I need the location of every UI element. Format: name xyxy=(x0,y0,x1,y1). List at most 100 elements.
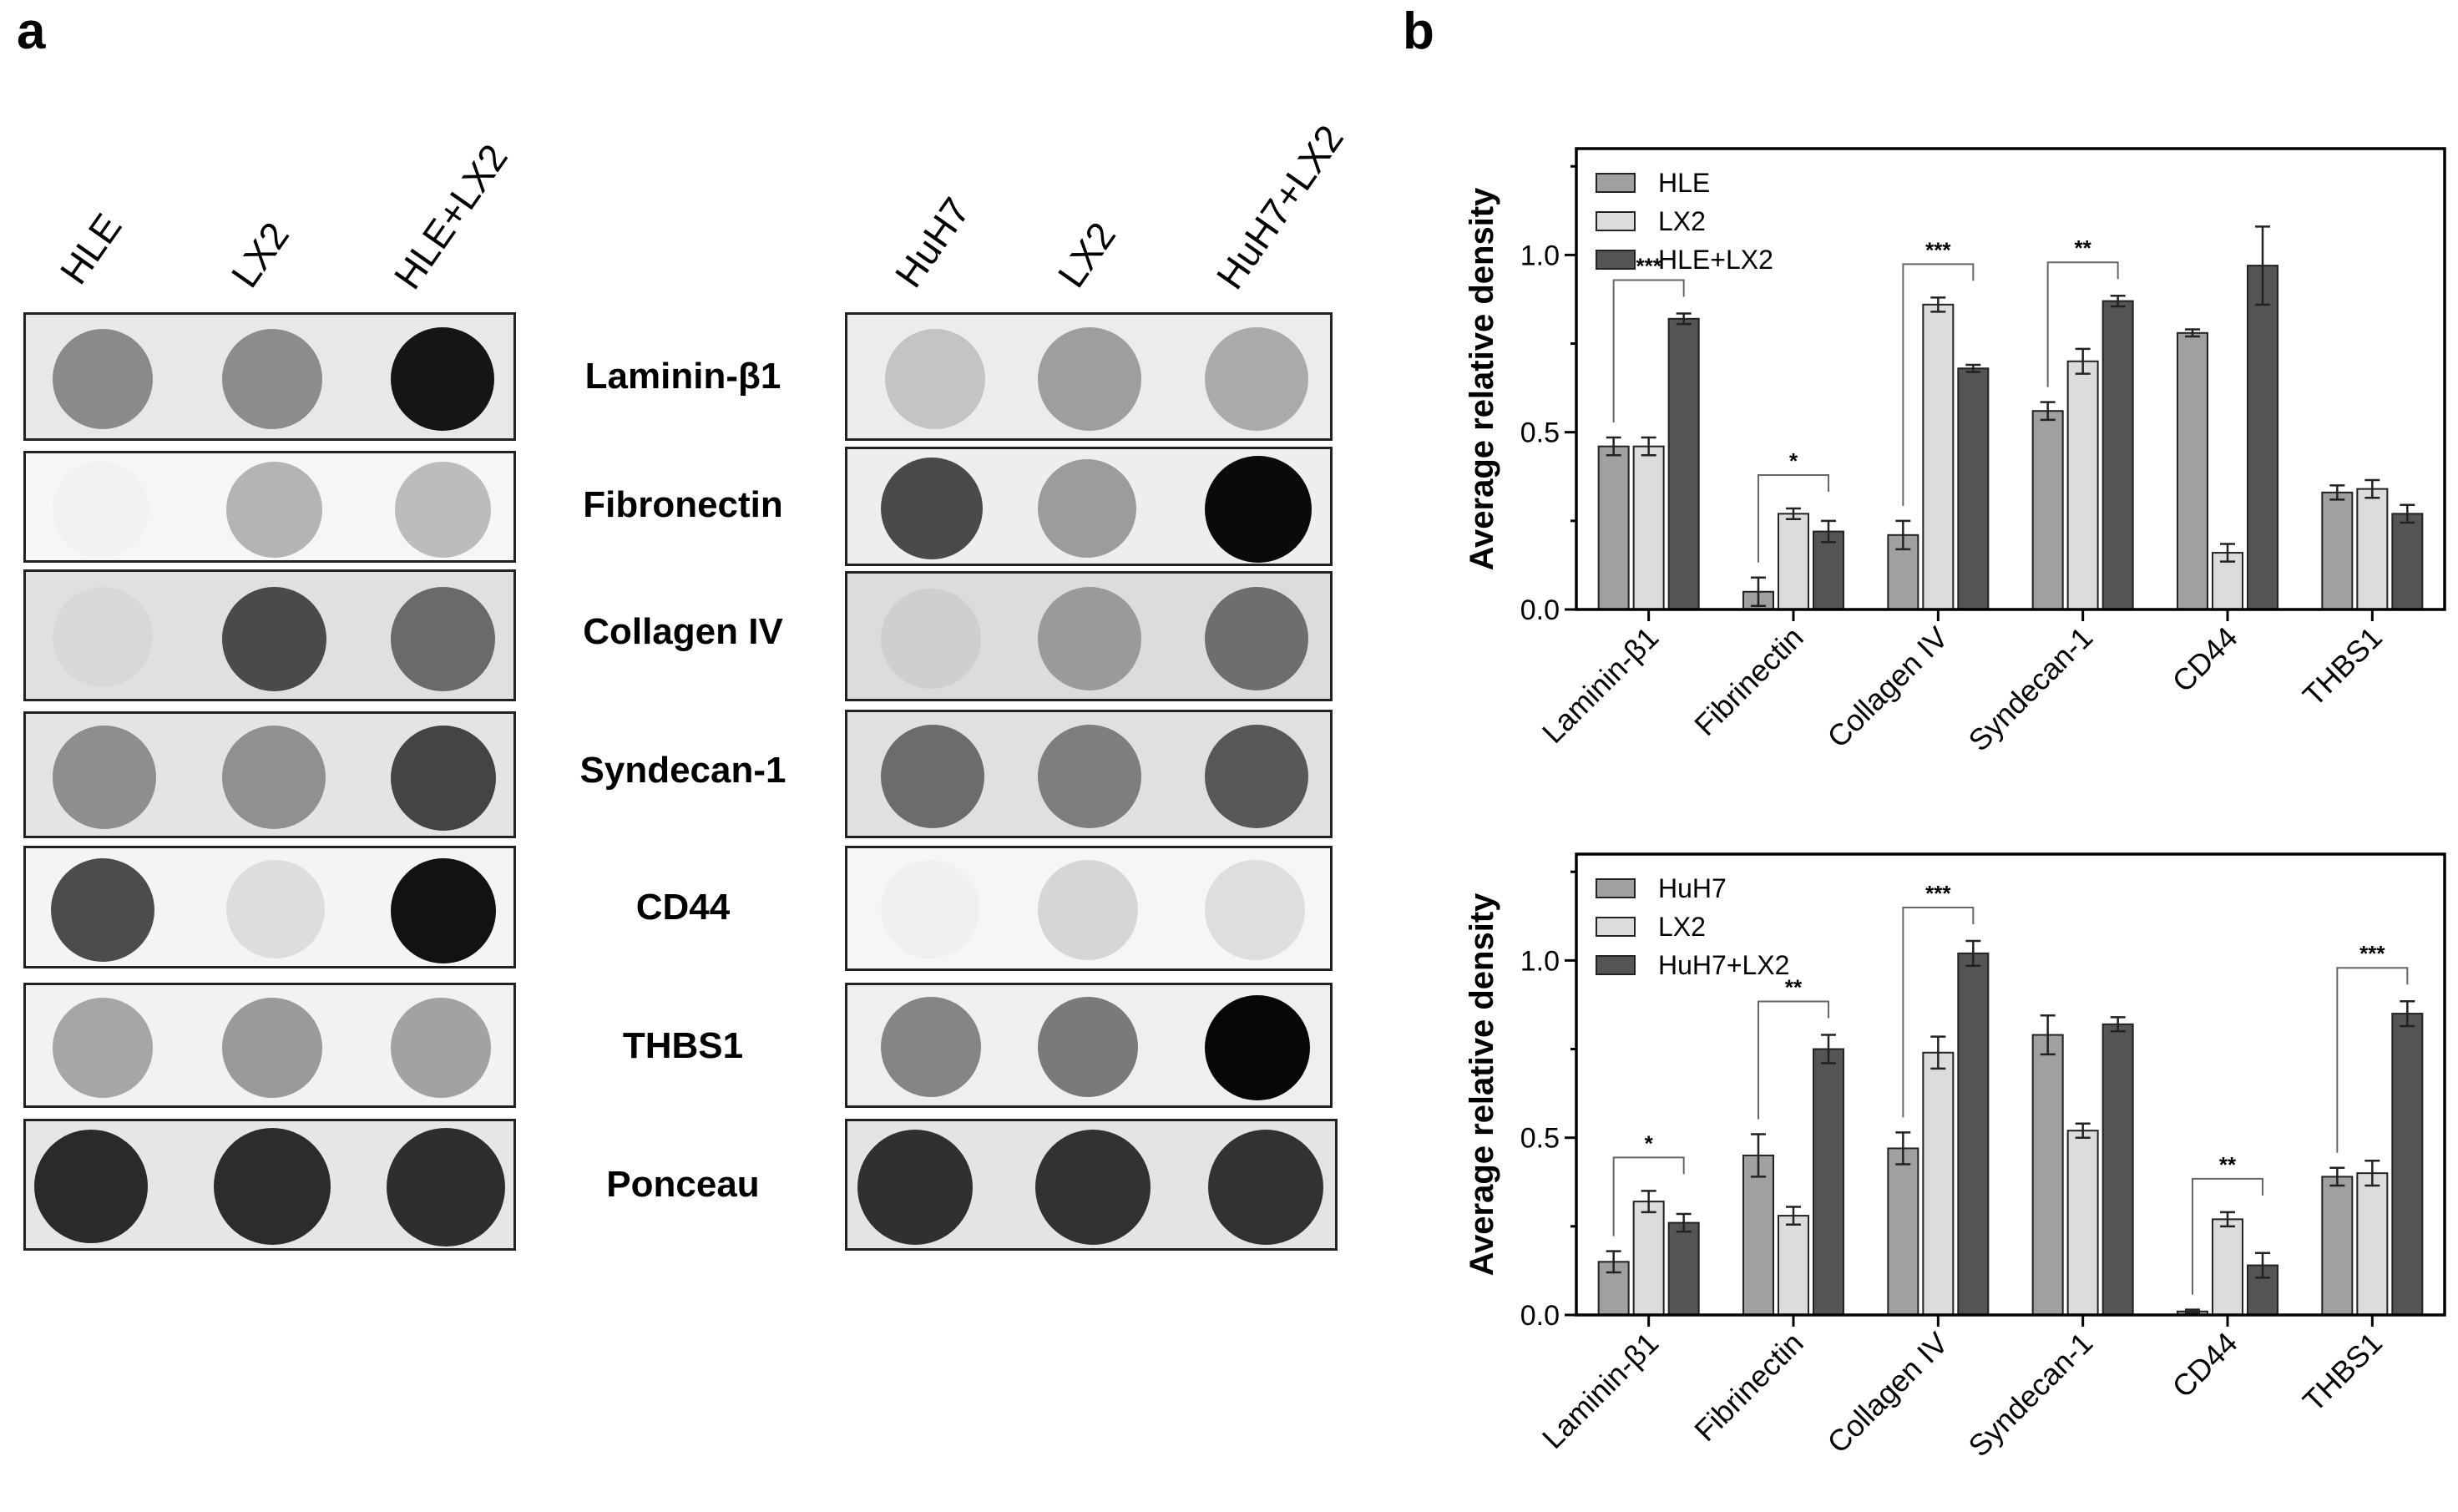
plot-frame xyxy=(1575,852,2446,1317)
blot-strip-thbs1-right xyxy=(845,983,1333,1108)
bar-chart-huh7: Average relative density 0.0 0.5 1.0 Laminin… xyxy=(1464,852,2446,1464)
x-tick-label: Syndecan-1 xyxy=(1961,1326,2099,1464)
bar-hle xyxy=(2031,410,2064,611)
significance-label: ** xyxy=(2075,235,2092,260)
x-tick-label: Collagen IV xyxy=(1820,1326,1955,1460)
significance-bracket xyxy=(2046,261,2119,387)
significance-bracket xyxy=(1758,1000,1829,1120)
blot-dot xyxy=(53,726,156,829)
significance-label: *** xyxy=(1925,881,1951,906)
bar-lx2 xyxy=(2066,1130,2099,1317)
blot-dot xyxy=(222,587,326,691)
significance-bracket xyxy=(2192,1177,2263,1295)
blot-dot xyxy=(53,998,153,1098)
legend-label: HLE xyxy=(1658,168,1710,198)
blot-dot xyxy=(1205,860,1305,960)
blot-dot xyxy=(1038,587,1141,690)
blot-dot xyxy=(881,725,984,828)
blot-column-label-huh7: HuH7 xyxy=(886,190,979,296)
bar-lx2 xyxy=(1632,1201,1665,1316)
blot-dot xyxy=(1038,860,1138,960)
blot-strip-syndecan-left xyxy=(23,711,516,838)
blot-strip-ponceau-left xyxy=(23,1119,516,1251)
bar-hle xyxy=(2321,491,2354,610)
bar-huh7-lx2 xyxy=(2101,1023,2134,1316)
x-tick-label: THBS1 xyxy=(2296,620,2389,713)
bar-hle-lx2 xyxy=(2101,300,2134,610)
blot-dot xyxy=(222,329,322,429)
blot-dot xyxy=(881,997,981,1097)
y-tick-label: 0.5 xyxy=(1520,417,1560,449)
bar-hle-lx2 xyxy=(1957,367,1990,610)
x-tick-label: Fibrinectin xyxy=(1687,1326,1809,1448)
bar-lx2 xyxy=(2066,360,2099,610)
bar-hle xyxy=(2177,331,2208,611)
blot-dot xyxy=(222,726,326,829)
legend-label: HuH7+LX2 xyxy=(1658,950,1789,980)
blot-row-label-collagen: Collagen IV xyxy=(583,611,783,652)
legend-swatch xyxy=(1596,955,1636,975)
y-axis-label: Average relative density xyxy=(1464,187,1500,571)
x-tick-label: Collagen IV xyxy=(1820,620,1955,755)
blot-dot xyxy=(391,726,496,831)
blot-row-label-laminin: Laminin-β1 xyxy=(584,356,781,397)
blot-row-label-fibronectin: Fibronectin xyxy=(583,484,783,525)
bar-lx2 xyxy=(2356,1172,2389,1316)
significance-bracket xyxy=(2336,967,2409,1153)
legend-swatch xyxy=(1596,173,1636,193)
blot-strip-fibronectin-right xyxy=(845,447,1333,566)
blot-dot xyxy=(1205,587,1308,690)
blot-dot xyxy=(1035,1130,1151,1245)
significance-bracket xyxy=(1612,1156,1685,1236)
x-tick-label: CD44 xyxy=(2166,1326,2244,1404)
significance-bracket xyxy=(1902,263,1975,506)
blot-dot xyxy=(1208,1130,1323,1245)
significance-label: ** xyxy=(2219,1152,2237,1177)
bar-lx2 xyxy=(1922,1051,1955,1317)
blot-strip-thbs1-left xyxy=(23,983,516,1108)
blot-dot xyxy=(391,858,496,963)
bar-huh7 xyxy=(2031,1034,2064,1317)
blot-dot xyxy=(395,462,491,558)
blot-dot xyxy=(1205,456,1312,563)
blot-dot xyxy=(1038,725,1141,828)
bar-huh7-lx2 xyxy=(2391,1013,2424,1316)
bar-huh7 xyxy=(1887,1147,1919,1316)
legend-label: LX2 xyxy=(1658,206,1706,236)
x-tick-label: CD44 xyxy=(2166,620,2244,699)
significance-label: *** xyxy=(1925,237,1951,262)
blot-strip-fibronectin-left xyxy=(23,451,516,563)
significance-label: * xyxy=(1789,448,1798,473)
blot-column-label-hle: HLE xyxy=(51,205,130,292)
legend-swatch xyxy=(1596,250,1636,270)
blot-strip-collagen-left xyxy=(23,569,516,701)
bar-hle xyxy=(1597,445,1630,610)
panel-a-letter: a xyxy=(17,3,46,60)
significance-label: ** xyxy=(1785,975,1803,1000)
significance-bracket xyxy=(1902,907,1975,1118)
blot-dot xyxy=(53,587,153,687)
x-tick-label: Syndecan-1 xyxy=(1961,620,2099,758)
bar-lx2 xyxy=(1632,445,1665,610)
blot-row-label-syndecan: Syndecan-1 xyxy=(579,750,786,791)
blot-dot xyxy=(226,860,325,958)
x-tick-label: Laminin-β1 xyxy=(1535,620,1665,750)
blot-dot xyxy=(391,587,495,691)
bar-lx2 xyxy=(1922,303,1955,610)
blot-dot xyxy=(226,462,322,558)
legend-label: LX2 xyxy=(1658,912,1706,942)
bar-huh7 xyxy=(1742,1154,1774,1316)
blot-dot xyxy=(391,998,491,1098)
bar-hle-lx2 xyxy=(2247,265,2278,610)
bar-lx2 xyxy=(1778,1215,1809,1317)
legend-swatch xyxy=(1596,211,1636,231)
bar-hle-lx2 xyxy=(1813,530,1844,611)
y-tick-label: 0.5 xyxy=(1520,1123,1560,1155)
blot-dot xyxy=(1038,459,1136,558)
blot-column-label-huh7-lx2: HuH7+LX2 xyxy=(1207,117,1352,297)
blot-dot xyxy=(1038,327,1141,431)
x-tick-label: Fibrinectin xyxy=(1687,620,1809,742)
blot-dot xyxy=(1205,725,1308,828)
blot-dot xyxy=(51,858,154,962)
bar-huh7 xyxy=(2321,1176,2354,1316)
